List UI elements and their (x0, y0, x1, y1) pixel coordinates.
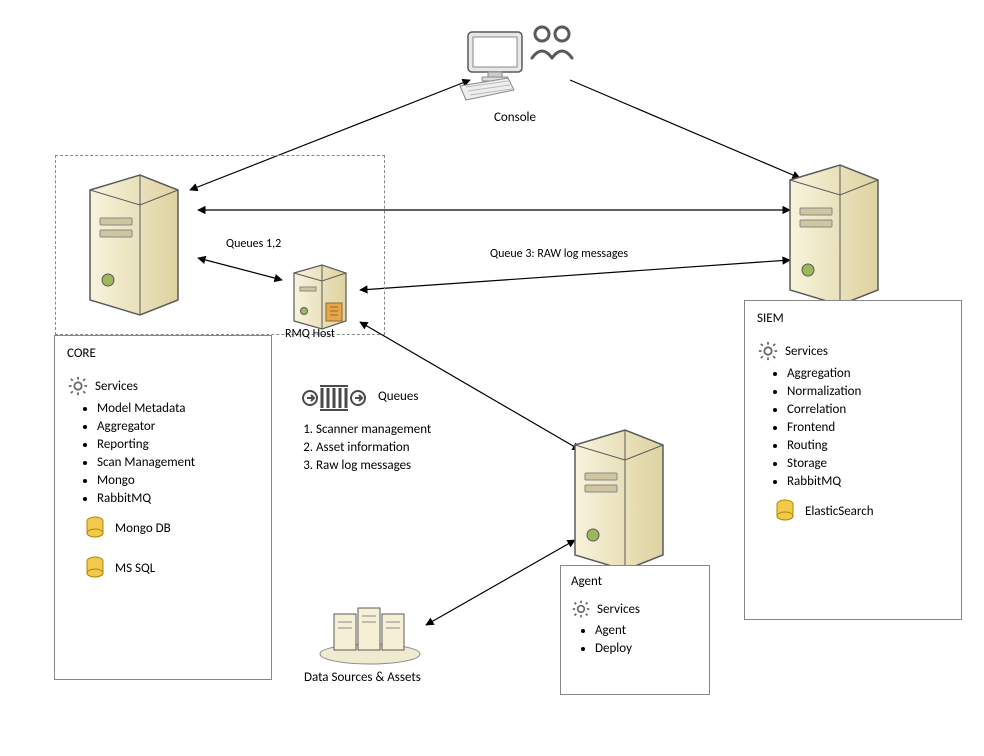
agent-server-icon (555, 415, 685, 575)
list-item: Aggregation (787, 366, 949, 381)
list-item: Mongo (97, 473, 259, 488)
list-item: Routing (787, 438, 949, 453)
queues-label: Queues (378, 389, 418, 404)
siem-server-icon (770, 150, 900, 310)
gear-icon (571, 599, 591, 619)
gear-icon (757, 340, 779, 362)
list-item: Scan Management (97, 455, 259, 470)
queues-icon (300, 380, 370, 416)
queues-list: Scanner management Asset information Raw… (298, 422, 498, 473)
core-title: CORE (67, 346, 259, 361)
list-item: RabbitMQ (97, 491, 259, 506)
core-services-list: Model Metadata Aggregator Reporting Scan… (97, 401, 259, 506)
edge-console-siem (570, 80, 800, 178)
gear-icon (67, 375, 89, 397)
list-item: Frontend (787, 420, 949, 435)
list-item: Aggregator (97, 419, 259, 434)
services-label: Services (785, 344, 828, 359)
services-label: Services (95, 379, 138, 394)
queues-item: Asset information (316, 440, 498, 455)
edge-rmq-siem (360, 260, 790, 290)
core-server-icon (70, 160, 200, 320)
database-icon (85, 516, 105, 540)
list-item: Correlation (787, 402, 949, 417)
edge-label-rmq-siem: Queue 3: RAW log messages (490, 247, 628, 261)
data-sources-label: Data Sources & Assets (304, 670, 421, 685)
db-label: ElasticSearch (805, 504, 874, 519)
data-sources-icon (310, 590, 430, 670)
siem-services-list: Aggregation Normalization Correlation Fr… (787, 366, 949, 489)
services-label: Services (597, 602, 640, 617)
agent-services-list: Agent Deploy (595, 623, 699, 656)
list-item: Reporting (97, 437, 259, 452)
edge-agent-data (426, 540, 575, 625)
db-label: MS SQL (115, 561, 155, 576)
agent-title: Agent (571, 574, 699, 589)
queues-item: Scanner management (316, 422, 498, 437)
siem-panel: SIEM Services Aggregation Normalization … (744, 300, 962, 620)
list-item: Normalization (787, 384, 949, 399)
list-item: Deploy (595, 641, 699, 656)
list-item: Model Metadata (97, 401, 259, 416)
list-item: Agent (595, 623, 699, 638)
queues-list-block: Scanner management Asset information Raw… (298, 416, 498, 476)
database-icon (85, 556, 105, 580)
console-label: Console (494, 110, 536, 125)
agent-panel: Agent Services Agent Deploy (560, 565, 710, 695)
siem-title: SIEM (757, 311, 949, 326)
queues-item: Raw log messages (316, 458, 498, 473)
rmq-host-label: RMQ Host (285, 327, 335, 341)
core-panel: CORE Services Model Metadata Aggregator … (54, 335, 272, 680)
list-item: RabbitMQ (787, 474, 949, 489)
list-item: Storage (787, 456, 949, 471)
db-label: Mongo DB (115, 521, 171, 536)
database-icon (775, 499, 795, 523)
console-icon (460, 18, 580, 106)
edge-label-core-rmq: Queues 1,2 (226, 237, 281, 251)
